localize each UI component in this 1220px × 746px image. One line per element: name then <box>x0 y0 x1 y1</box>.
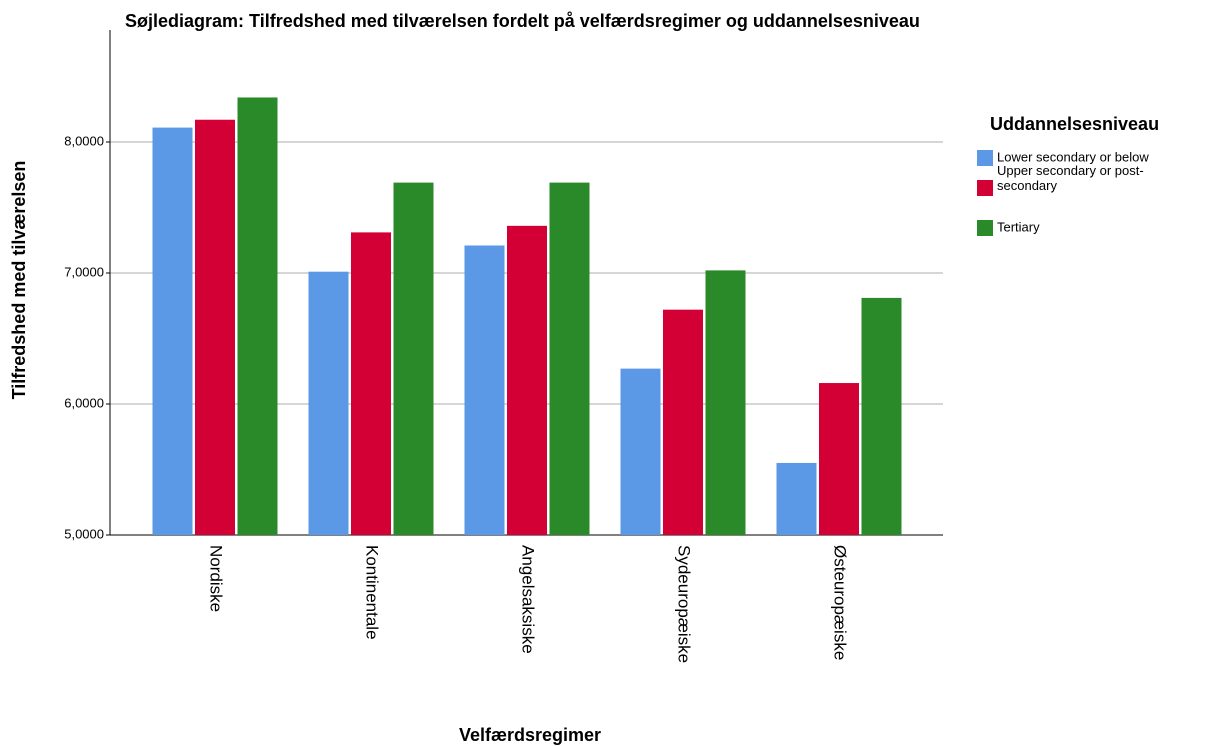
legend-label: Tertiary <box>997 219 1040 234</box>
bar <box>705 270 746 535</box>
bar <box>393 182 434 536</box>
legend-swatch <box>977 220 993 236</box>
bar <box>620 368 661 535</box>
y-tick-label: 8,0000 <box>64 133 104 148</box>
y-tick-label: 7,0000 <box>64 264 104 279</box>
bar <box>308 271 349 535</box>
legend-label: Lower secondary or below <box>997 149 1149 164</box>
bar <box>464 245 505 536</box>
legend-title: Uddannelsesniveau <box>990 114 1159 134</box>
x-tick-label: Østeuropæiske <box>831 545 850 660</box>
bar <box>507 225 547 535</box>
bar <box>351 232 391 535</box>
bar <box>663 309 703 535</box>
legend-label-line: secondary <box>997 178 1057 193</box>
x-tick-label: Angelsaksiske <box>519 545 538 654</box>
bar <box>819 383 859 535</box>
bar <box>549 182 590 536</box>
y-tick-label: 6,0000 <box>64 395 104 410</box>
legend-swatch <box>977 150 993 166</box>
x-axis-title: Velfærdsregimer <box>459 725 601 745</box>
bar <box>776 462 817 535</box>
legend-label: Upper secondary or post-secondary <box>997 163 1144 193</box>
bar <box>195 119 235 535</box>
y-axis-title: Tilfredshed med tilværelsen <box>9 161 29 400</box>
legend-swatch <box>977 180 993 196</box>
x-tick-label: Sydeuropæiske <box>675 545 694 663</box>
chart-title: Søjlediagram: Tilfredshed med tilværelse… <box>125 11 920 31</box>
bar <box>152 127 193 535</box>
x-tick-label: Nordiske <box>207 545 226 612</box>
y-tick-label: 5,0000 <box>64 526 104 541</box>
bar <box>861 297 902 535</box>
legend-label-line: Upper secondary or post- <box>997 163 1144 178</box>
x-tick-label: Kontinentale <box>363 545 382 640</box>
bar <box>237 97 278 536</box>
